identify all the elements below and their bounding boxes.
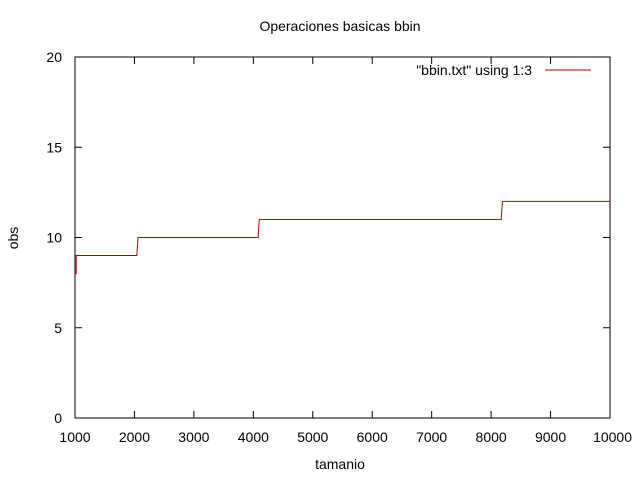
y-axis: 0 5 10 15 20 [46, 49, 610, 426]
x-tick-label: 4000 [238, 429, 269, 445]
legend-label: "bbin.txt" using 1:3 [416, 62, 532, 78]
data-point [75, 273, 76, 274]
series-layer [75, 200, 611, 275]
x-axis-label: tamanio [315, 456, 365, 472]
x-tick-label: 1000 [59, 429, 90, 445]
data-point [136, 255, 137, 256]
y-axis-label: obs [5, 227, 21, 250]
x-tick-label: 9000 [535, 429, 566, 445]
y-tick-label: 10 [46, 230, 62, 246]
x-tick-label: 8000 [476, 429, 507, 445]
y-tick-label: 5 [54, 320, 62, 336]
x-tick-label: 10000 [593, 429, 632, 445]
x-tick-label: 7000 [416, 429, 447, 445]
x-tick-label: 2000 [119, 429, 150, 445]
y-tick-label: 20 [46, 49, 62, 65]
data-point [610, 201, 611, 202]
x-tick-label: 5000 [297, 429, 328, 445]
legend: "bbin.txt" using 1:3 [416, 62, 591, 78]
x-tick-label: 6000 [357, 429, 388, 445]
data-point [76, 255, 77, 256]
chart-title: Operaciones basicas bbin [259, 18, 420, 34]
x-axis: 1000 2000 3000 4000 5000 6000 7000 8000 9000 1000… [59, 57, 632, 445]
y-tick-label: 0 [54, 410, 62, 426]
data-point [259, 219, 260, 220]
data-point [138, 237, 139, 238]
data-point [501, 219, 502, 220]
series-line [75, 200, 610, 275]
data-point [76, 273, 77, 274]
x-tick-label: 3000 [178, 429, 209, 445]
data-point [258, 237, 259, 238]
data-point [502, 201, 503, 202]
y-tick-label: 15 [46, 139, 62, 155]
